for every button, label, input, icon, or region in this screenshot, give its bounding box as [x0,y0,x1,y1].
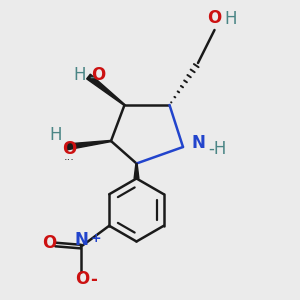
Text: ...: ... [64,152,74,163]
Text: +: + [91,232,101,245]
Text: H: H [225,10,237,28]
Text: O: O [42,234,56,252]
Text: -H: -H [208,140,227,158]
Text: -: - [89,68,95,86]
Polygon shape [66,140,111,150]
Text: O: O [75,270,89,288]
Text: O: O [91,66,106,84]
Text: N: N [191,134,205,152]
Text: H: H [49,126,62,144]
Polygon shape [134,164,139,178]
Text: N: N [75,231,89,249]
Text: -: - [90,271,97,289]
Text: H: H [73,66,85,84]
Polygon shape [87,74,125,106]
Text: O: O [207,9,222,27]
Text: O: O [62,140,76,158]
